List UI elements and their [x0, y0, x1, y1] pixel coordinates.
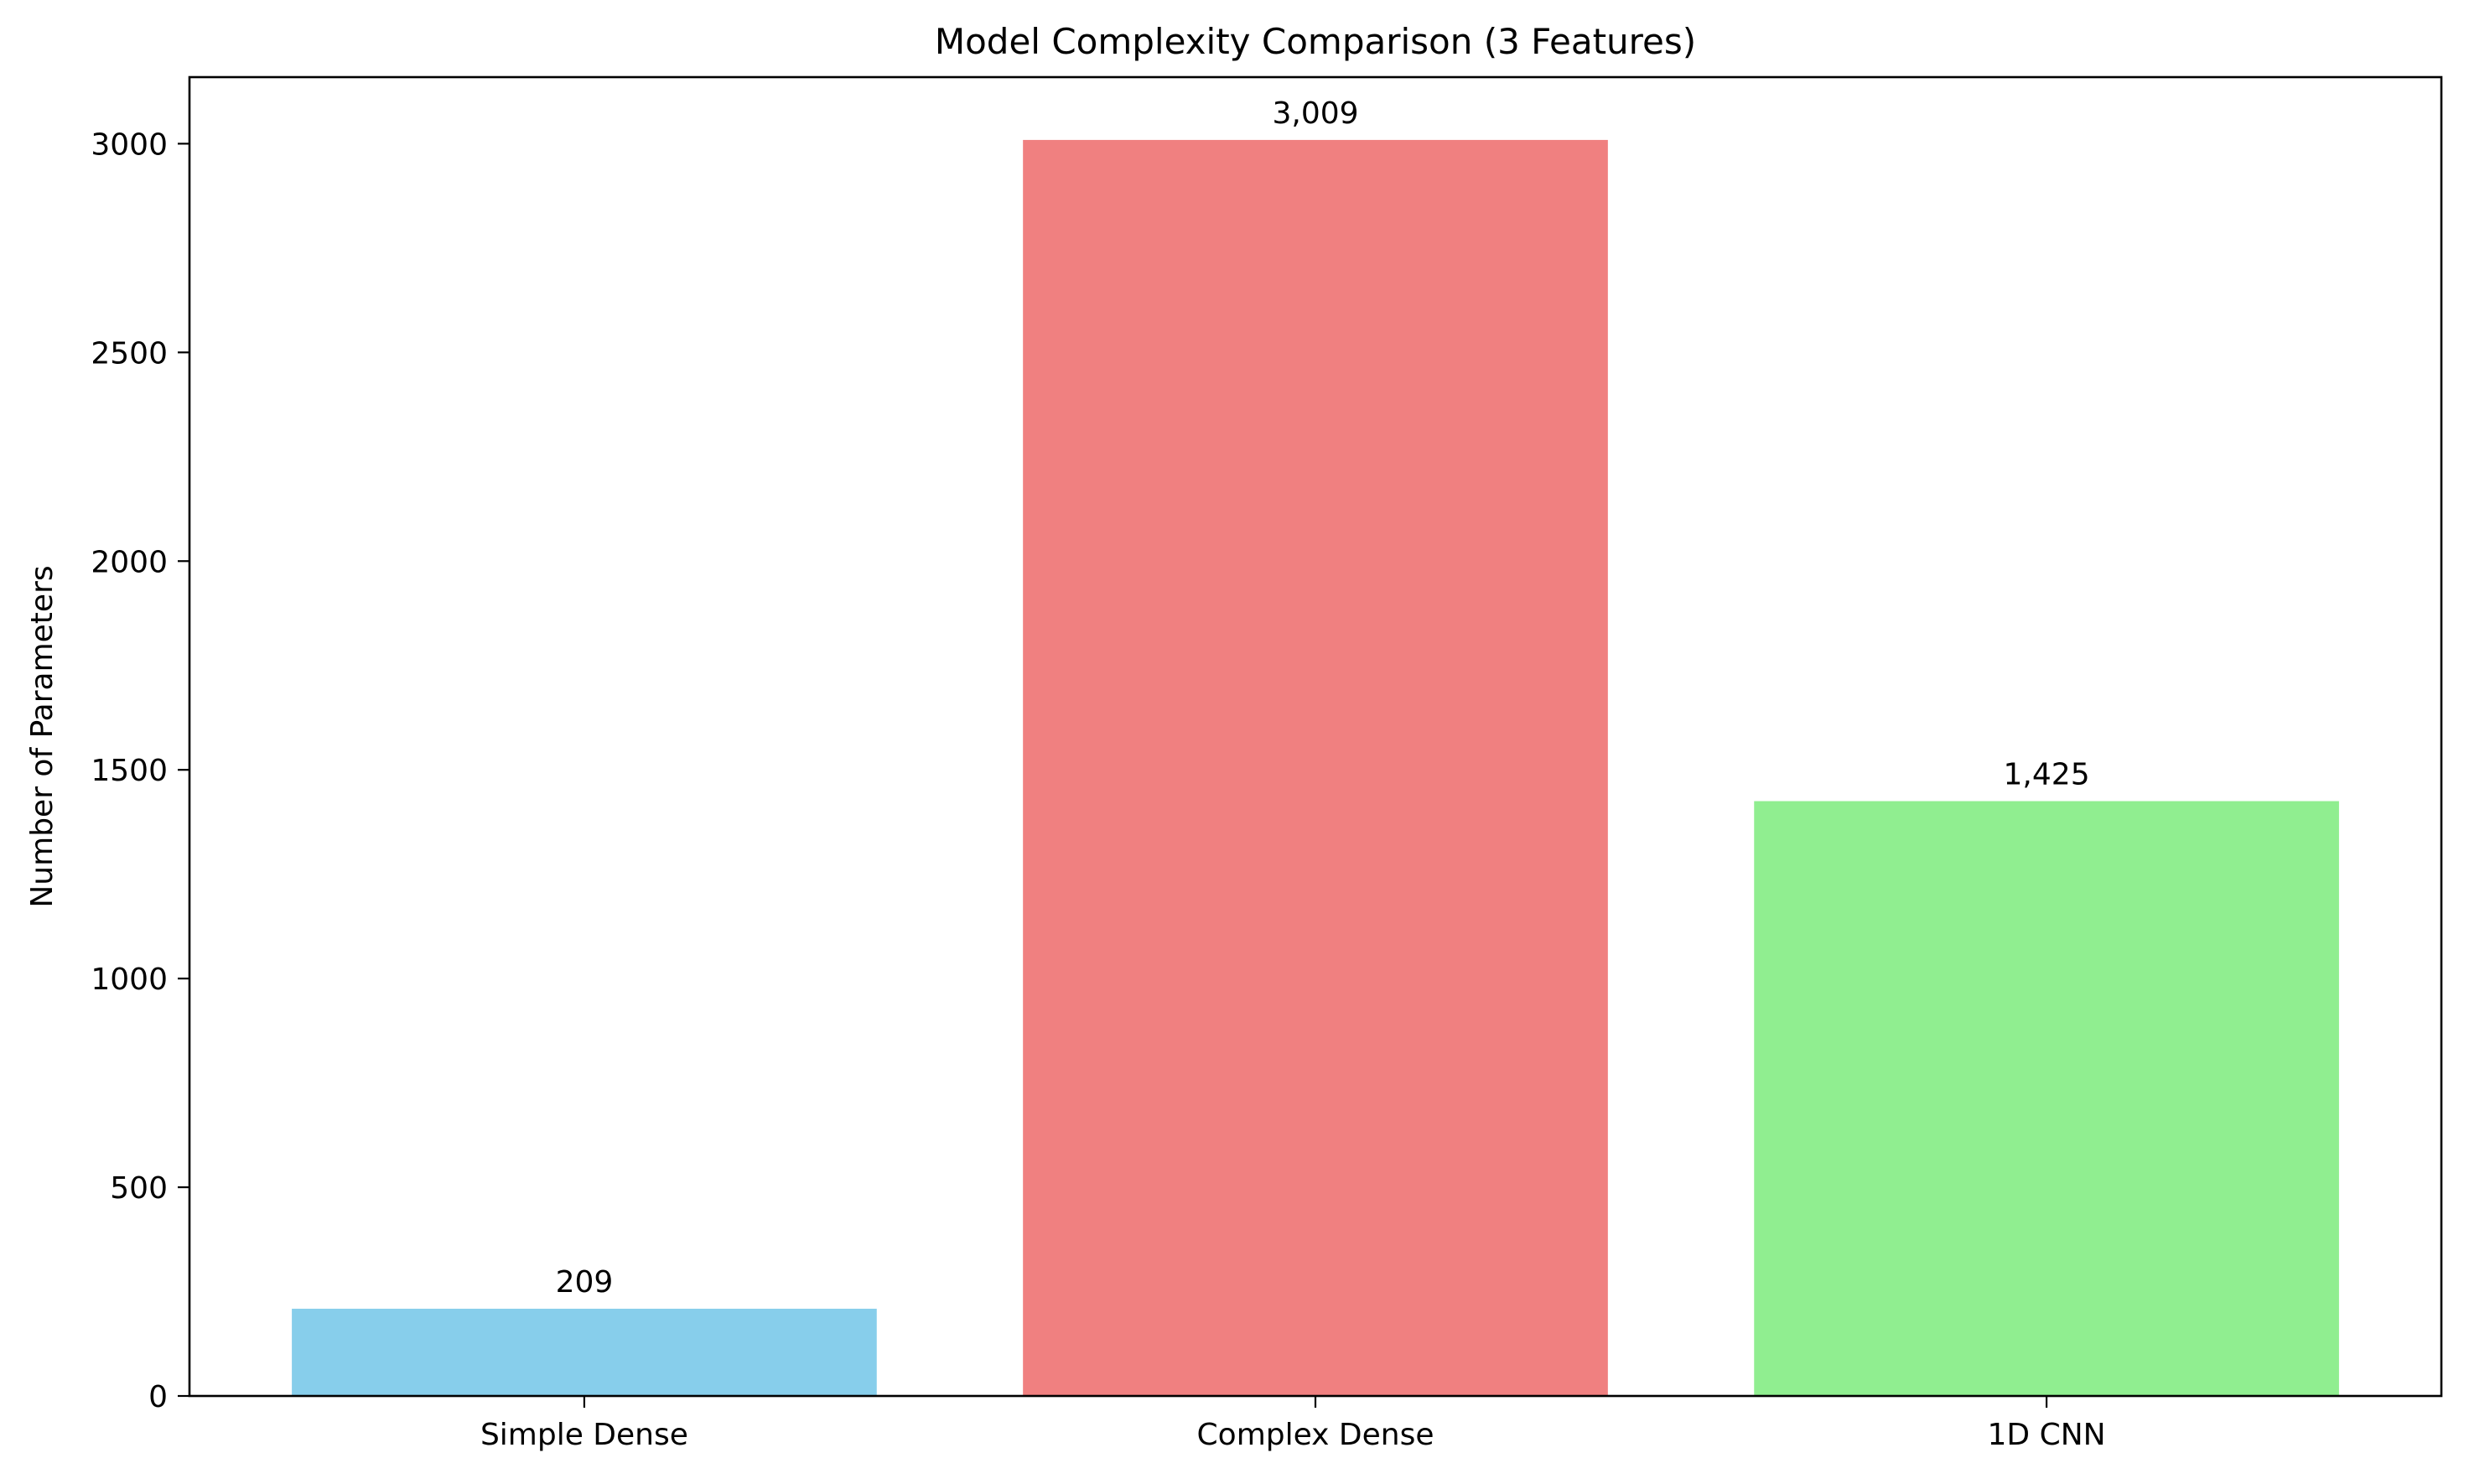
bars-layer — [292, 139, 2339, 1396]
ticks-layer: Simple Dense Complex Dense 1D CNN 0 500 1000 1… — [91, 127, 2105, 1452]
bar-simple-dense — [292, 1308, 877, 1396]
y-tick-label: 2000 — [91, 545, 168, 579]
y-axis-label: Number of Parameters — [25, 565, 60, 907]
data-label: 3,009 — [1272, 96, 1358, 131]
bar-complex-dense — [1023, 139, 1608, 1396]
bar-1d-cnn — [1754, 801, 2339, 1396]
y-tick-label: 1500 — [91, 754, 168, 788]
x-tick-label: Complex Dense — [1197, 1418, 1434, 1452]
y-tick-label: 2500 — [91, 336, 168, 371]
data-label: 209 — [556, 1265, 614, 1300]
y-tick-label: 0 — [148, 1380, 168, 1414]
y-tick-label: 500 — [110, 1171, 168, 1206]
y-tick-label: 3000 — [91, 127, 168, 162]
data-label: 1,425 — [2004, 758, 2090, 792]
plot-frame — [188, 75, 2443, 1398]
y-tick-label: 1000 — [91, 963, 168, 997]
x-tick-label: 1D CNN — [1988, 1418, 2106, 1452]
x-tick-label: Simple Dense — [480, 1418, 688, 1452]
chart-title: Model Complexity Comparison (3 Features) — [935, 21, 1696, 62]
data-labels-layer: 209 3,009 1,425 — [556, 96, 2090, 1300]
